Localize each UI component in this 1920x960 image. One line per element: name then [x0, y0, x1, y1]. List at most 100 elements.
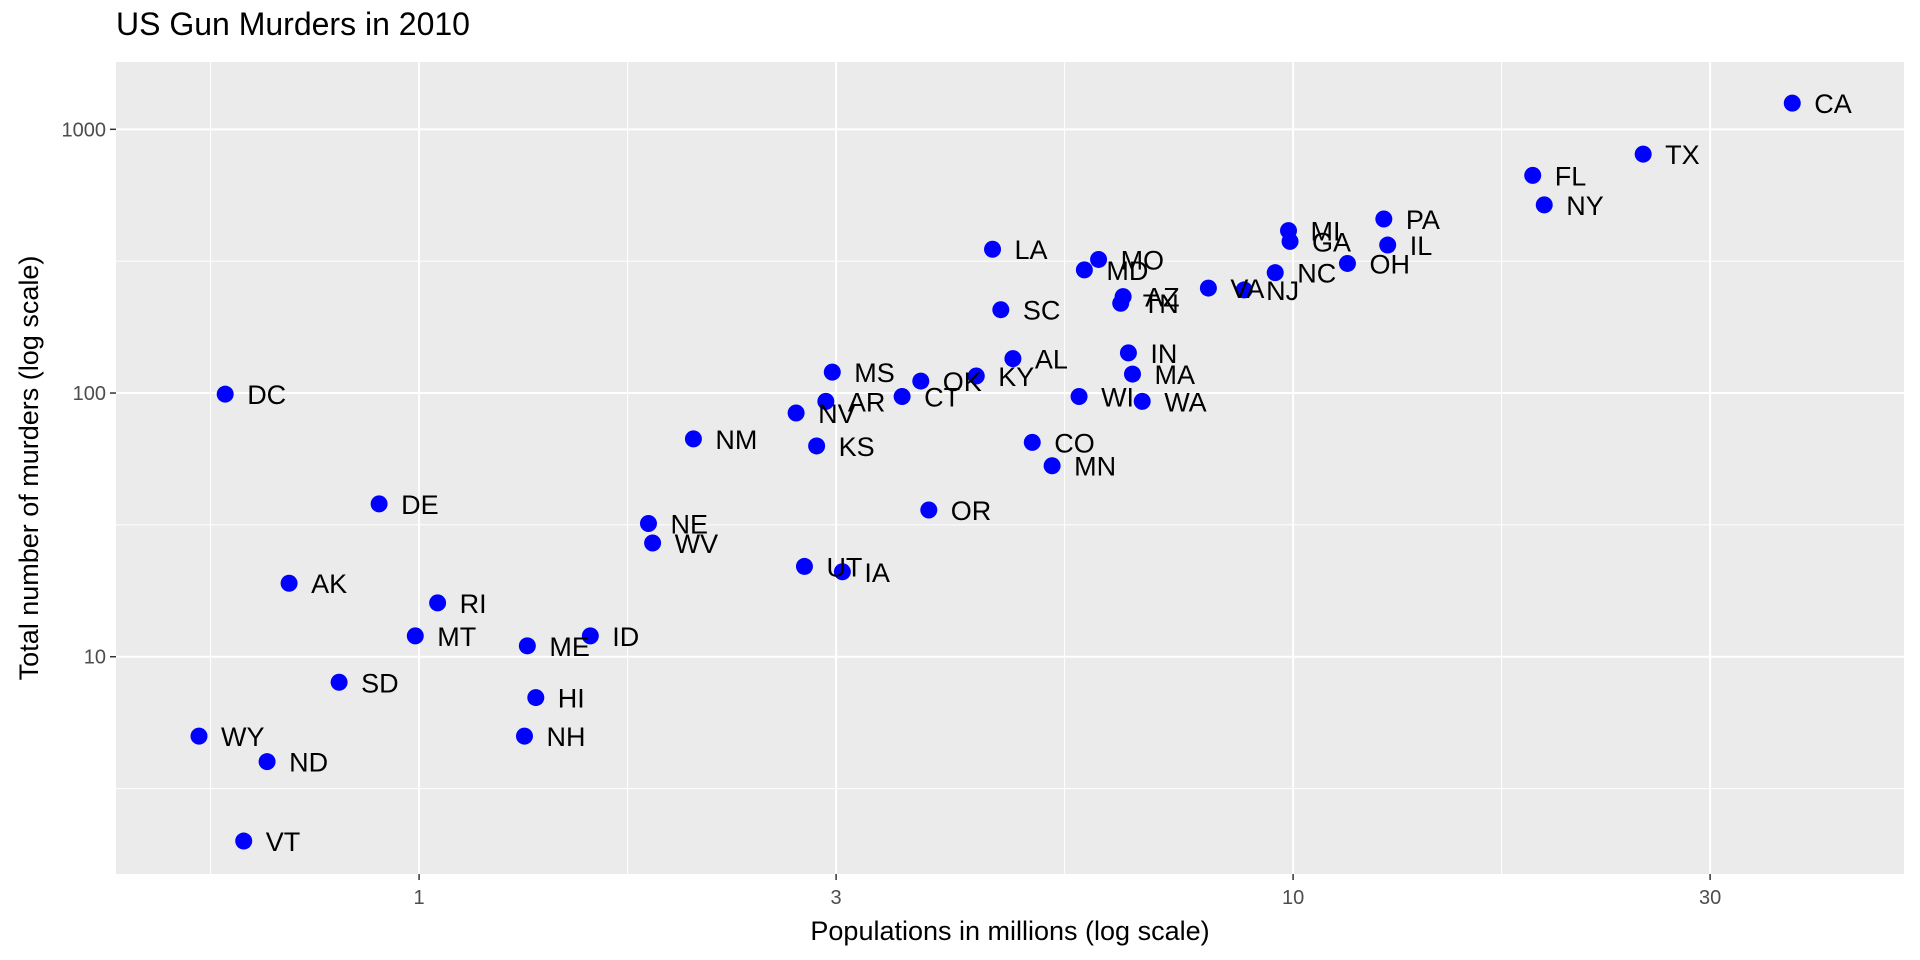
- data-point-va: [1199, 279, 1217, 297]
- point-label-tx: TX: [1665, 140, 1700, 170]
- data-point-ok: [912, 372, 930, 390]
- point-label-ok: OK: [943, 367, 982, 397]
- data-point-md: [1075, 261, 1093, 279]
- data-point-tn: [1112, 294, 1130, 312]
- data-point-wy: [190, 727, 208, 745]
- point-label-la: LA: [1015, 235, 1048, 265]
- point-label-az: AZ: [1145, 283, 1180, 313]
- point-label-nc: NC: [1297, 259, 1336, 289]
- point-label-me: ME: [549, 632, 590, 662]
- data-point-ut: [795, 557, 813, 575]
- data-point-vt: [235, 832, 253, 850]
- point-label-nv: NV: [818, 399, 856, 429]
- point-label-nm: NM: [715, 425, 757, 455]
- point-label-md: MD: [1106, 256, 1148, 286]
- point-label-fl: FL: [1555, 161, 1587, 191]
- data-point-fl: [1524, 166, 1542, 184]
- data-point-sd: [330, 673, 348, 691]
- data-point-de: [370, 495, 388, 513]
- point-label-ar: AR: [848, 387, 886, 417]
- data-point-ga: [1281, 232, 1299, 250]
- data-point-pa: [1375, 210, 1393, 228]
- point-label-va: VA: [1230, 274, 1264, 304]
- point-label-or: OR: [951, 496, 992, 526]
- point-label-ne: NE: [670, 510, 708, 540]
- minor-gridlines: [116, 62, 1904, 874]
- data-point-nv: [787, 404, 805, 422]
- data-point-co: [1023, 433, 1041, 451]
- x-tick-label: 10: [1282, 887, 1304, 909]
- major-gridlines: [116, 62, 1904, 874]
- data-point-oh: [1338, 254, 1356, 272]
- point-label-ca: CA: [1814, 89, 1852, 119]
- data-point-or: [920, 501, 938, 519]
- data-point-nm: [684, 430, 702, 448]
- point-label-ak: AK: [311, 569, 347, 599]
- chart-title: US Gun Murders in 2010: [116, 6, 470, 42]
- point-label-sd: SD: [361, 668, 399, 698]
- point-label-ct: CT: [924, 383, 960, 413]
- y-axis-ticks: 10 100 1000: [62, 119, 116, 669]
- point-label-hi: HI: [558, 684, 585, 714]
- point-label-oh: OH: [1369, 249, 1410, 279]
- data-point-il: [1379, 236, 1397, 254]
- data-point-nd: [258, 753, 276, 771]
- point-label-de: DE: [401, 490, 439, 520]
- point-label-tn: TN: [1143, 289, 1179, 319]
- data-point-ri: [429, 594, 447, 612]
- point-label-al: AL: [1035, 345, 1068, 375]
- data-point-in: [1119, 344, 1137, 362]
- point-label-pa: PA: [1406, 205, 1440, 235]
- point-label-ut: UT: [826, 552, 862, 582]
- y-axis-title: Total number of murders (log scale): [14, 256, 44, 681]
- data-point-id: [581, 627, 599, 645]
- x-tick-label: 1: [414, 887, 425, 909]
- data-point-dc: [216, 385, 234, 403]
- data-point-wa: [1133, 392, 1151, 410]
- point-label-ky: KY: [998, 362, 1034, 392]
- data-point-ky: [967, 367, 985, 385]
- y-tick-label: 1000: [62, 119, 107, 141]
- point-label-nh: NH: [546, 722, 585, 752]
- data-point-la: [984, 240, 1002, 258]
- point-label-ks: KS: [839, 432, 875, 462]
- data-point-al: [1004, 350, 1022, 368]
- data-point-ak: [280, 574, 298, 592]
- data-point-ms: [823, 363, 841, 381]
- point-label-wv: WV: [675, 529, 719, 559]
- point-label-mi: MI: [1311, 217, 1341, 247]
- point-label-il: IL: [1410, 231, 1433, 261]
- point-label-ga: GA: [1312, 227, 1351, 257]
- point-label-mn: MN: [1074, 452, 1116, 482]
- data-point-me: [518, 637, 536, 655]
- point-label-mo: MO: [1121, 245, 1165, 275]
- data-point-tx: [1634, 145, 1652, 163]
- y-tick-label: 10: [84, 647, 106, 669]
- x-tick-label: 3: [831, 887, 842, 909]
- x-axis-title: Populations in millions (log scale): [810, 916, 1209, 946]
- point-label-vt: VT: [266, 827, 301, 857]
- data-point-wv: [644, 534, 662, 552]
- point-label-wa: WA: [1164, 387, 1207, 417]
- point-label-ia: IA: [864, 558, 890, 588]
- point-label-ri: RI: [460, 589, 487, 619]
- data-point-ks: [808, 437, 826, 455]
- data-point-nj: [1235, 281, 1253, 299]
- data-point-ia: [833, 563, 851, 581]
- point-label-dc: DC: [247, 380, 286, 410]
- data-point-hi: [527, 689, 545, 707]
- point-label-in: IN: [1150, 339, 1177, 369]
- data-point-sc: [992, 301, 1010, 319]
- data-point-ma: [1123, 365, 1141, 383]
- data-point-ct: [893, 388, 911, 406]
- point-label-ny: NY: [1566, 191, 1604, 221]
- point-label-ma: MA: [1154, 360, 1195, 390]
- data-point-ny: [1535, 196, 1553, 214]
- point-label-id: ID: [612, 622, 639, 652]
- point-label-nj: NJ: [1266, 276, 1299, 306]
- point-label-ms: MS: [854, 358, 895, 388]
- plot-panel: [116, 62, 1904, 874]
- point-label-nd: ND: [289, 748, 328, 778]
